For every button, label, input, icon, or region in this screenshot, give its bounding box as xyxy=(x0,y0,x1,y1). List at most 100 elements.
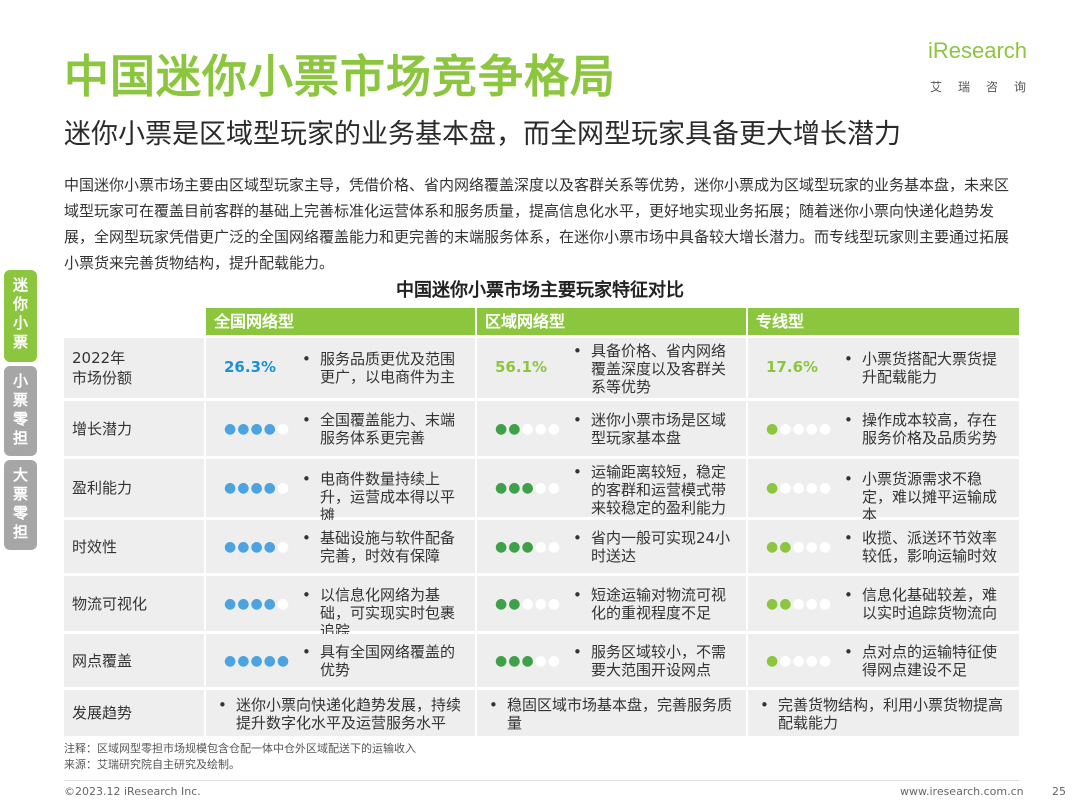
rating-dot-empty: ● xyxy=(779,480,793,496)
side-tab[interactable]: 迷你小票 xyxy=(4,270,37,362)
rating-dot-filled: ● xyxy=(263,538,277,555)
column-header: 专线型 xyxy=(748,308,1019,335)
side-tab-char: 零 xyxy=(12,504,28,522)
notes: 注释：区域网型零担市场规模包含仓配一体中仓外区域配送下的运输收入 来源：艾瑞研究… xyxy=(64,741,416,773)
column-separator xyxy=(204,401,206,456)
footer-website: www.iresearch.com.cn xyxy=(900,785,1024,798)
rating-dot-filled: ● xyxy=(508,420,522,437)
cell-description: 电商件数量持续上升，运营成本得以平摊 xyxy=(298,470,463,524)
side-tab-char: 大 xyxy=(12,466,28,484)
rating-dot-empty: ● xyxy=(534,480,548,496)
rating-dot-empty: ● xyxy=(547,652,562,669)
rating-dot-filled: ● xyxy=(224,595,238,612)
rating-dot-filled: ● xyxy=(766,595,780,612)
intro-paragraph: 中国迷你小票市场主要由区域型玩家主导，凭借价格、省内网络覆盖深度以及客群关系等优… xyxy=(64,176,1010,272)
side-tab-char: 小 xyxy=(12,314,28,332)
side-tab-char: 票 xyxy=(12,485,28,503)
rating-dots: ●●●●● xyxy=(224,481,290,495)
rating-dot-filled: ● xyxy=(250,595,264,612)
rating-dot-empty: ● xyxy=(547,420,562,437)
rating-dots: ●●●●● xyxy=(495,481,561,495)
rating-dot-filled: ● xyxy=(263,595,277,612)
column-separator xyxy=(204,690,206,736)
market-share-value: 56.1% xyxy=(495,358,548,376)
row-label: 网点覆盖 xyxy=(72,651,133,670)
column-separator xyxy=(746,576,748,631)
rating-dot-empty: ● xyxy=(534,652,548,669)
rating-dot-filled: ● xyxy=(237,480,251,496)
rating-dot-filled: ● xyxy=(508,652,522,669)
rating-dot-empty: ● xyxy=(276,480,291,496)
rating-dot-empty: ● xyxy=(805,480,819,496)
rating-dot-filled: ● xyxy=(224,652,238,669)
table-header-empty xyxy=(64,308,204,335)
rating-dot-empty: ● xyxy=(792,538,806,555)
logo-subtext: 艾瑞咨询 xyxy=(930,80,1043,94)
column-separator xyxy=(746,634,748,687)
rating-dot-filled: ● xyxy=(237,420,251,437)
side-tab-char: 担 xyxy=(12,429,28,447)
rating-dots: ●●●●● xyxy=(766,654,832,668)
rating-dots: ●●●●● xyxy=(224,422,290,436)
column-separator xyxy=(475,520,477,573)
footer-copyright: ©2023.12 iResearch Inc. xyxy=(64,785,201,798)
cell-description: 服务区域较小，不需要大范围开设网点 xyxy=(569,643,734,679)
rating-dots: ●●●●● xyxy=(495,540,561,554)
rating-dot-filled: ● xyxy=(250,652,264,669)
side-tab[interactable]: 小票零担 xyxy=(4,366,37,456)
column-header: 区域网络型 xyxy=(477,308,746,335)
rating-dot-empty: ● xyxy=(547,480,562,496)
column-separator xyxy=(204,634,206,687)
note-line: 注释：区域网型零担市场规模包含仓配一体中仓外区域配送下的运输收入 xyxy=(64,742,416,755)
rating-dots: ●●●●● xyxy=(766,422,832,436)
page-subtitle: 迷你小票是区域型玩家的业务基本盘，而全网型玩家具备更大增长潜力 xyxy=(64,119,901,150)
rating-dot-empty: ● xyxy=(521,420,535,437)
rating-dot-filled: ● xyxy=(276,652,291,669)
rating-dot-filled: ● xyxy=(495,595,509,612)
rating-dots: ●●●●● xyxy=(766,597,832,611)
rating-dot-filled: ● xyxy=(766,538,780,555)
column-separator xyxy=(746,401,748,456)
rating-dots: ●●●●● xyxy=(766,481,832,495)
row-label: 盈利能力 xyxy=(72,479,133,497)
rating-dot-empty: ● xyxy=(547,595,562,612)
column-separator xyxy=(475,401,477,456)
rating-dot-filled: ● xyxy=(263,652,277,669)
rating-dot-filled: ● xyxy=(521,538,535,555)
rating-dots: ●●●●● xyxy=(766,540,832,554)
cell-description: 运输距离较短，稳定的客群和运营模式带来较稳定的盈利能力 xyxy=(569,463,734,517)
market-share-value: 17.6% xyxy=(766,358,819,376)
rating-dot-filled: ● xyxy=(766,420,780,437)
column-separator xyxy=(746,459,748,517)
rating-dot-filled: ● xyxy=(224,420,238,437)
cell-description: 具有全国网络覆盖的优势 xyxy=(298,643,463,679)
column-separator xyxy=(746,690,748,736)
rating-dot-filled: ● xyxy=(224,538,238,555)
rating-dot-filled: ● xyxy=(521,480,535,496)
cell-description: 具备价格、省内网络覆盖深度以及客群关系等优势 xyxy=(569,342,734,396)
column-separator xyxy=(475,690,477,736)
cell-description: 全国覆盖能力、末端服务体系更完善 xyxy=(298,411,463,447)
rating-dot-filled: ● xyxy=(495,538,509,555)
rating-dot-empty: ● xyxy=(805,538,819,555)
rating-dot-filled: ● xyxy=(495,480,509,496)
rating-dot-empty: ● xyxy=(805,420,819,437)
trend-cell: 稳固区域市场基本盘，完善服务质量 xyxy=(485,696,734,732)
cell-description: 省内一般可实现24小时送达 xyxy=(569,529,734,565)
column-separator xyxy=(475,459,477,517)
rating-dot-filled: ● xyxy=(495,420,509,437)
column-separator xyxy=(204,338,206,398)
rating-dot-empty: ● xyxy=(547,538,562,555)
cell-description: 收揽、派送环节效率较低，影响运输时效 xyxy=(840,529,1007,565)
rating-dot-empty: ● xyxy=(818,480,833,496)
row-label: 增长潜力 xyxy=(72,419,133,438)
rating-dots: ●●●●● xyxy=(495,422,561,436)
rating-dot-filled: ● xyxy=(263,480,277,496)
row-label: 2022年 市场份额 xyxy=(72,349,133,387)
rating-dot-filled: ● xyxy=(521,652,535,669)
column-separator xyxy=(475,576,477,631)
column-separator xyxy=(475,634,477,687)
logo-brand: iResearch xyxy=(928,38,1028,63)
column-separator xyxy=(746,520,748,573)
side-tab[interactable]: 大票零担 xyxy=(4,460,37,550)
